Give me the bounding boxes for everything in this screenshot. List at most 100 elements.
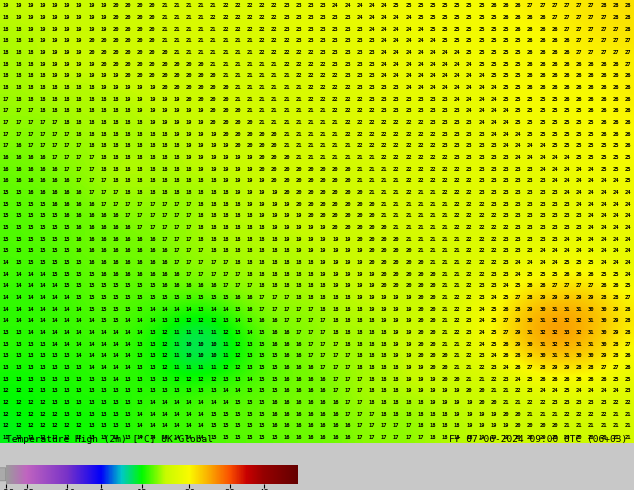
Text: 20: 20 — [307, 213, 314, 219]
Text: 18: 18 — [161, 178, 168, 183]
Text: 32: 32 — [552, 318, 558, 323]
Text: 21: 21 — [295, 97, 302, 102]
Text: 23: 23 — [527, 389, 534, 393]
Text: 26: 26 — [624, 85, 631, 90]
Text: 13: 13 — [100, 377, 107, 382]
Text: 12: 12 — [15, 412, 22, 417]
Text: 13: 13 — [100, 435, 107, 440]
Text: 24: 24 — [515, 132, 521, 137]
Text: 18: 18 — [39, 97, 46, 102]
Text: 19: 19 — [478, 423, 485, 428]
Text: 12: 12 — [15, 389, 22, 393]
Text: 22: 22 — [466, 272, 473, 277]
Text: 19: 19 — [356, 260, 363, 265]
Text: 13: 13 — [125, 435, 131, 440]
Text: 19: 19 — [295, 237, 302, 242]
Text: 21: 21 — [283, 85, 290, 90]
Text: 16: 16 — [88, 237, 94, 242]
Text: 20: 20 — [100, 62, 107, 67]
Text: 21: 21 — [442, 248, 448, 253]
Text: 21: 21 — [271, 97, 278, 102]
Text: 23: 23 — [515, 190, 521, 195]
Text: 16: 16 — [88, 260, 94, 265]
Text: 20: 20 — [381, 225, 387, 230]
Text: 26: 26 — [576, 377, 583, 382]
Text: 21: 21 — [491, 389, 497, 393]
Text: 13: 13 — [174, 318, 180, 323]
Text: 20: 20 — [515, 412, 521, 417]
Text: 26: 26 — [600, 132, 607, 137]
Text: 15: 15 — [198, 295, 204, 300]
Text: 26: 26 — [564, 272, 570, 277]
Text: 22: 22 — [466, 295, 473, 300]
Text: 25: 25 — [491, 307, 497, 312]
Text: 13: 13 — [149, 377, 156, 382]
Text: 22: 22 — [430, 132, 436, 137]
Text: 18: 18 — [88, 144, 94, 148]
Text: 18: 18 — [381, 412, 387, 417]
Text: 18: 18 — [76, 97, 82, 102]
Text: 24: 24 — [540, 144, 546, 148]
Text: 14: 14 — [3, 318, 10, 323]
Text: 18: 18 — [235, 213, 241, 219]
Text: 11: 11 — [198, 330, 204, 335]
Text: 24: 24 — [503, 120, 509, 125]
Text: 24: 24 — [454, 50, 460, 55]
Text: 18: 18 — [320, 307, 327, 312]
Text: 24: 24 — [466, 85, 473, 90]
Text: 20: 20 — [174, 62, 180, 67]
Text: 17: 17 — [3, 132, 10, 137]
Text: 19: 19 — [405, 342, 411, 347]
Text: 25: 25 — [491, 15, 497, 20]
Text: 19: 19 — [271, 225, 278, 230]
Text: 23: 23 — [503, 190, 509, 195]
Text: 15: 15 — [223, 435, 229, 440]
Text: 20: 20 — [430, 342, 436, 347]
Text: 19: 19 — [320, 237, 327, 242]
Text: 21: 21 — [454, 237, 460, 242]
Text: 32: 32 — [564, 342, 570, 347]
Text: 13: 13 — [149, 365, 156, 370]
Text: 22: 22 — [478, 248, 485, 253]
Text: 19: 19 — [417, 377, 424, 382]
Text: 16: 16 — [283, 400, 290, 405]
Text: 20: 20 — [198, 62, 204, 67]
Text: 21: 21 — [442, 225, 448, 230]
Text: 17: 17 — [307, 342, 314, 347]
Text: 19: 19 — [39, 15, 46, 20]
Text: 31: 31 — [576, 307, 583, 312]
Text: 25: 25 — [540, 120, 546, 125]
Text: 23: 23 — [393, 85, 399, 90]
Text: 15: 15 — [76, 283, 82, 289]
Text: 24: 24 — [612, 225, 619, 230]
Text: 14: 14 — [137, 423, 143, 428]
Text: 13: 13 — [137, 342, 143, 347]
Text: 23: 23 — [588, 400, 595, 405]
Text: 23: 23 — [344, 26, 351, 32]
Text: 14: 14 — [39, 318, 46, 323]
Text: 16: 16 — [76, 190, 82, 195]
Text: 19: 19 — [137, 97, 143, 102]
Text: 24: 24 — [588, 389, 595, 393]
Text: 15: 15 — [27, 260, 34, 265]
Text: 13: 13 — [247, 353, 253, 358]
Text: 32: 32 — [576, 330, 583, 335]
Text: 25: 25 — [552, 144, 558, 148]
Text: 24: 24 — [491, 132, 497, 137]
Text: 16: 16 — [113, 213, 119, 219]
Text: 18: 18 — [113, 108, 119, 113]
Text: 18: 18 — [356, 318, 363, 323]
Text: 26: 26 — [540, 15, 546, 20]
Text: 20: 20 — [88, 50, 94, 55]
Text: 14: 14 — [235, 389, 241, 393]
Text: 18: 18 — [210, 248, 217, 253]
Text: Fr 07-06-2024 09:00 UTC (06+03): Fr 07-06-2024 09:00 UTC (06+03) — [450, 436, 628, 444]
Text: 20: 20 — [223, 97, 229, 102]
Text: 15: 15 — [210, 295, 217, 300]
Text: 20: 20 — [320, 167, 327, 172]
Text: 20: 20 — [125, 15, 131, 20]
Text: 19: 19 — [186, 144, 192, 148]
Text: 16: 16 — [149, 237, 156, 242]
Text: 24: 24 — [478, 330, 485, 335]
Text: 17: 17 — [15, 132, 22, 137]
